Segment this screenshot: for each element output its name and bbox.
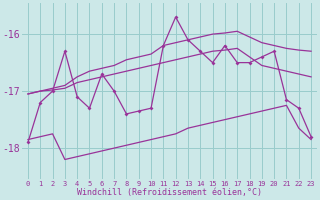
X-axis label: Windchill (Refroidissement éolien,°C): Windchill (Refroidissement éolien,°C) [77,188,262,197]
